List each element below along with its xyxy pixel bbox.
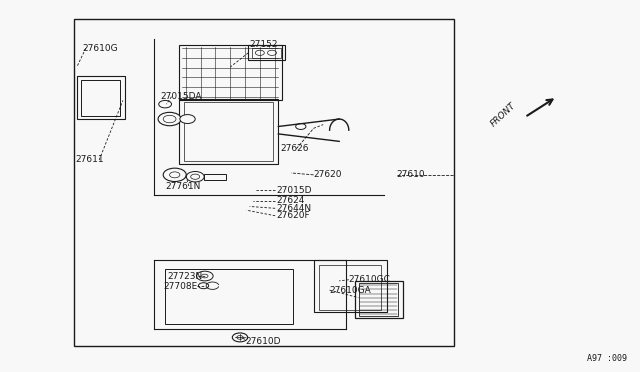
Circle shape xyxy=(191,174,200,179)
Circle shape xyxy=(198,283,209,289)
Text: 27610: 27610 xyxy=(397,170,426,179)
Circle shape xyxy=(163,115,176,123)
Bar xyxy=(165,269,293,324)
Text: 27610GA: 27610GA xyxy=(330,286,371,295)
Text: 27644N: 27644N xyxy=(276,204,312,213)
Text: 27152: 27152 xyxy=(250,40,278,49)
Text: 27610GC: 27610GC xyxy=(349,275,390,284)
Bar xyxy=(355,281,403,318)
Circle shape xyxy=(202,274,208,278)
Text: 27611: 27611 xyxy=(76,155,104,164)
Circle shape xyxy=(237,336,243,339)
Circle shape xyxy=(296,124,306,129)
Circle shape xyxy=(180,115,195,124)
Text: 27015DA: 27015DA xyxy=(160,92,202,101)
Bar xyxy=(359,283,398,316)
Text: 27015D: 27015D xyxy=(276,186,312,195)
Circle shape xyxy=(186,171,204,182)
Bar xyxy=(74,19,454,346)
Text: 27708E: 27708E xyxy=(163,282,198,291)
Bar xyxy=(204,174,226,180)
Circle shape xyxy=(158,112,181,126)
Circle shape xyxy=(159,100,172,108)
Circle shape xyxy=(196,271,213,281)
Bar xyxy=(179,45,282,100)
Text: FRONT: FRONT xyxy=(488,100,517,128)
Circle shape xyxy=(255,50,264,55)
Text: 27620: 27620 xyxy=(314,170,342,179)
Bar xyxy=(184,102,273,161)
Circle shape xyxy=(163,168,186,182)
Bar xyxy=(314,260,387,312)
Circle shape xyxy=(268,50,276,55)
Text: 27610G: 27610G xyxy=(82,44,118,53)
Text: 27610D: 27610D xyxy=(245,337,280,346)
Text: 27620F: 27620F xyxy=(276,211,310,220)
Bar xyxy=(81,80,120,116)
Bar xyxy=(179,99,278,164)
Bar xyxy=(77,76,125,119)
Text: 27723N: 27723N xyxy=(168,272,203,280)
Text: 27761N: 27761N xyxy=(165,182,200,190)
Text: 27624: 27624 xyxy=(276,196,305,205)
Bar xyxy=(248,45,285,60)
Circle shape xyxy=(170,172,180,178)
Text: A97 :009: A97 :009 xyxy=(588,354,627,363)
Circle shape xyxy=(232,333,248,342)
Bar xyxy=(252,48,281,58)
Text: 27626: 27626 xyxy=(280,144,309,153)
Bar xyxy=(319,265,381,310)
